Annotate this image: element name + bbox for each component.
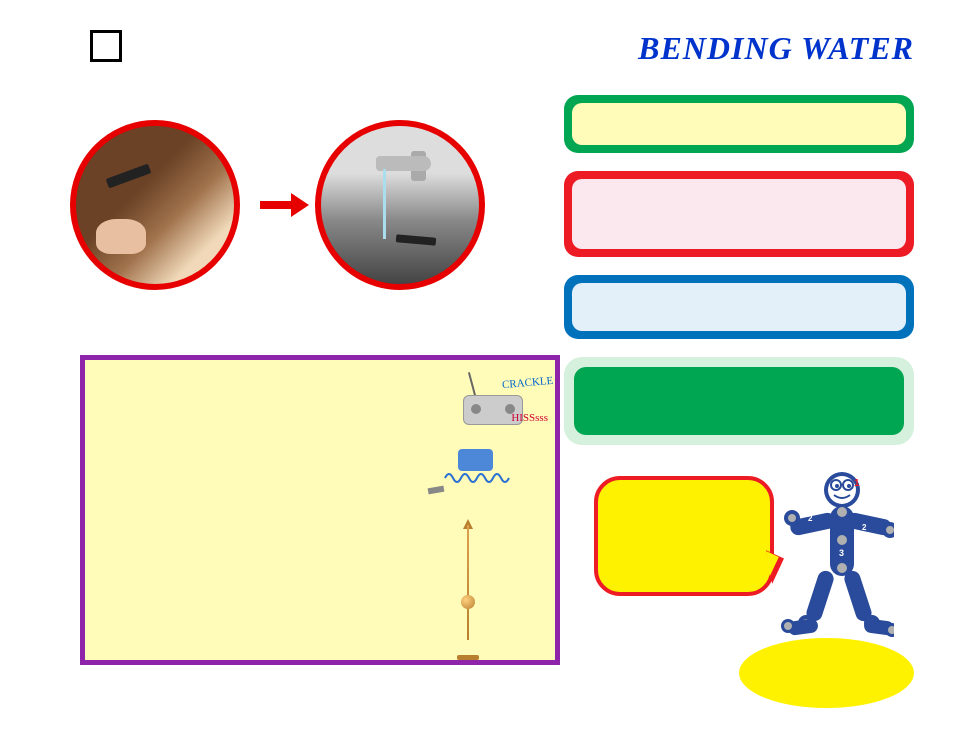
purple-inner: CRACKLE HISSsss <box>97 372 543 648</box>
arrow-icon <box>260 201 295 209</box>
comb-icon <box>106 164 152 189</box>
strap-band-icon <box>458 449 493 471</box>
solid-green-box <box>564 357 914 445</box>
mascot-character: 1 3 2 2 <box>764 468 894 678</box>
page: BENDING WATER CRACKLE HISSsss <box>0 0 954 738</box>
right-arm-number: 2 <box>862 523 867 532</box>
head-number: 1 <box>854 478 860 489</box>
green-box <box>564 95 914 153</box>
rod-ball-icon <box>461 595 475 609</box>
lightning-rod-icon <box>453 525 483 660</box>
comb-near-water-icon <box>396 234 437 245</box>
blue-box-inner <box>572 283 906 331</box>
photo-row <box>70 120 485 290</box>
page-title: BENDING WATER <box>638 30 914 67</box>
rod-base-icon <box>457 655 479 660</box>
checkbox[interactable] <box>90 30 122 62</box>
antenna-icon <box>468 372 476 396</box>
hiss-label: HISSsss <box>511 412 548 424</box>
crackle-label: CRACKLE <box>501 375 553 391</box>
speech-bubble <box>594 476 774 596</box>
coil-cord-icon <box>443 469 513 487</box>
rod-line-icon <box>467 525 469 640</box>
wrist-strap-icon <box>433 447 533 502</box>
alligator-clip-icon <box>428 486 445 495</box>
red-box-inner <box>572 179 906 249</box>
purple-info-panel: CRACKLE HISSsss <box>80 355 560 665</box>
speaker-left-icon <box>471 404 481 414</box>
green-box-inner <box>572 103 906 145</box>
mascot-area: 1 3 2 2 <box>594 458 914 708</box>
torso-number: 3 <box>839 548 844 558</box>
hand-icon <box>96 219 146 254</box>
water-bend-photo <box>315 120 485 290</box>
hair-comb-photo <box>70 120 240 290</box>
red-box <box>564 171 914 257</box>
water-stream-icon <box>383 169 386 239</box>
blue-box <box>564 275 914 339</box>
side-panels <box>564 95 914 445</box>
solid-green-box-inner <box>574 367 904 435</box>
left-arm-number: 2 <box>808 514 813 523</box>
radio-icon: CRACKLE HISSsss <box>463 377 533 427</box>
